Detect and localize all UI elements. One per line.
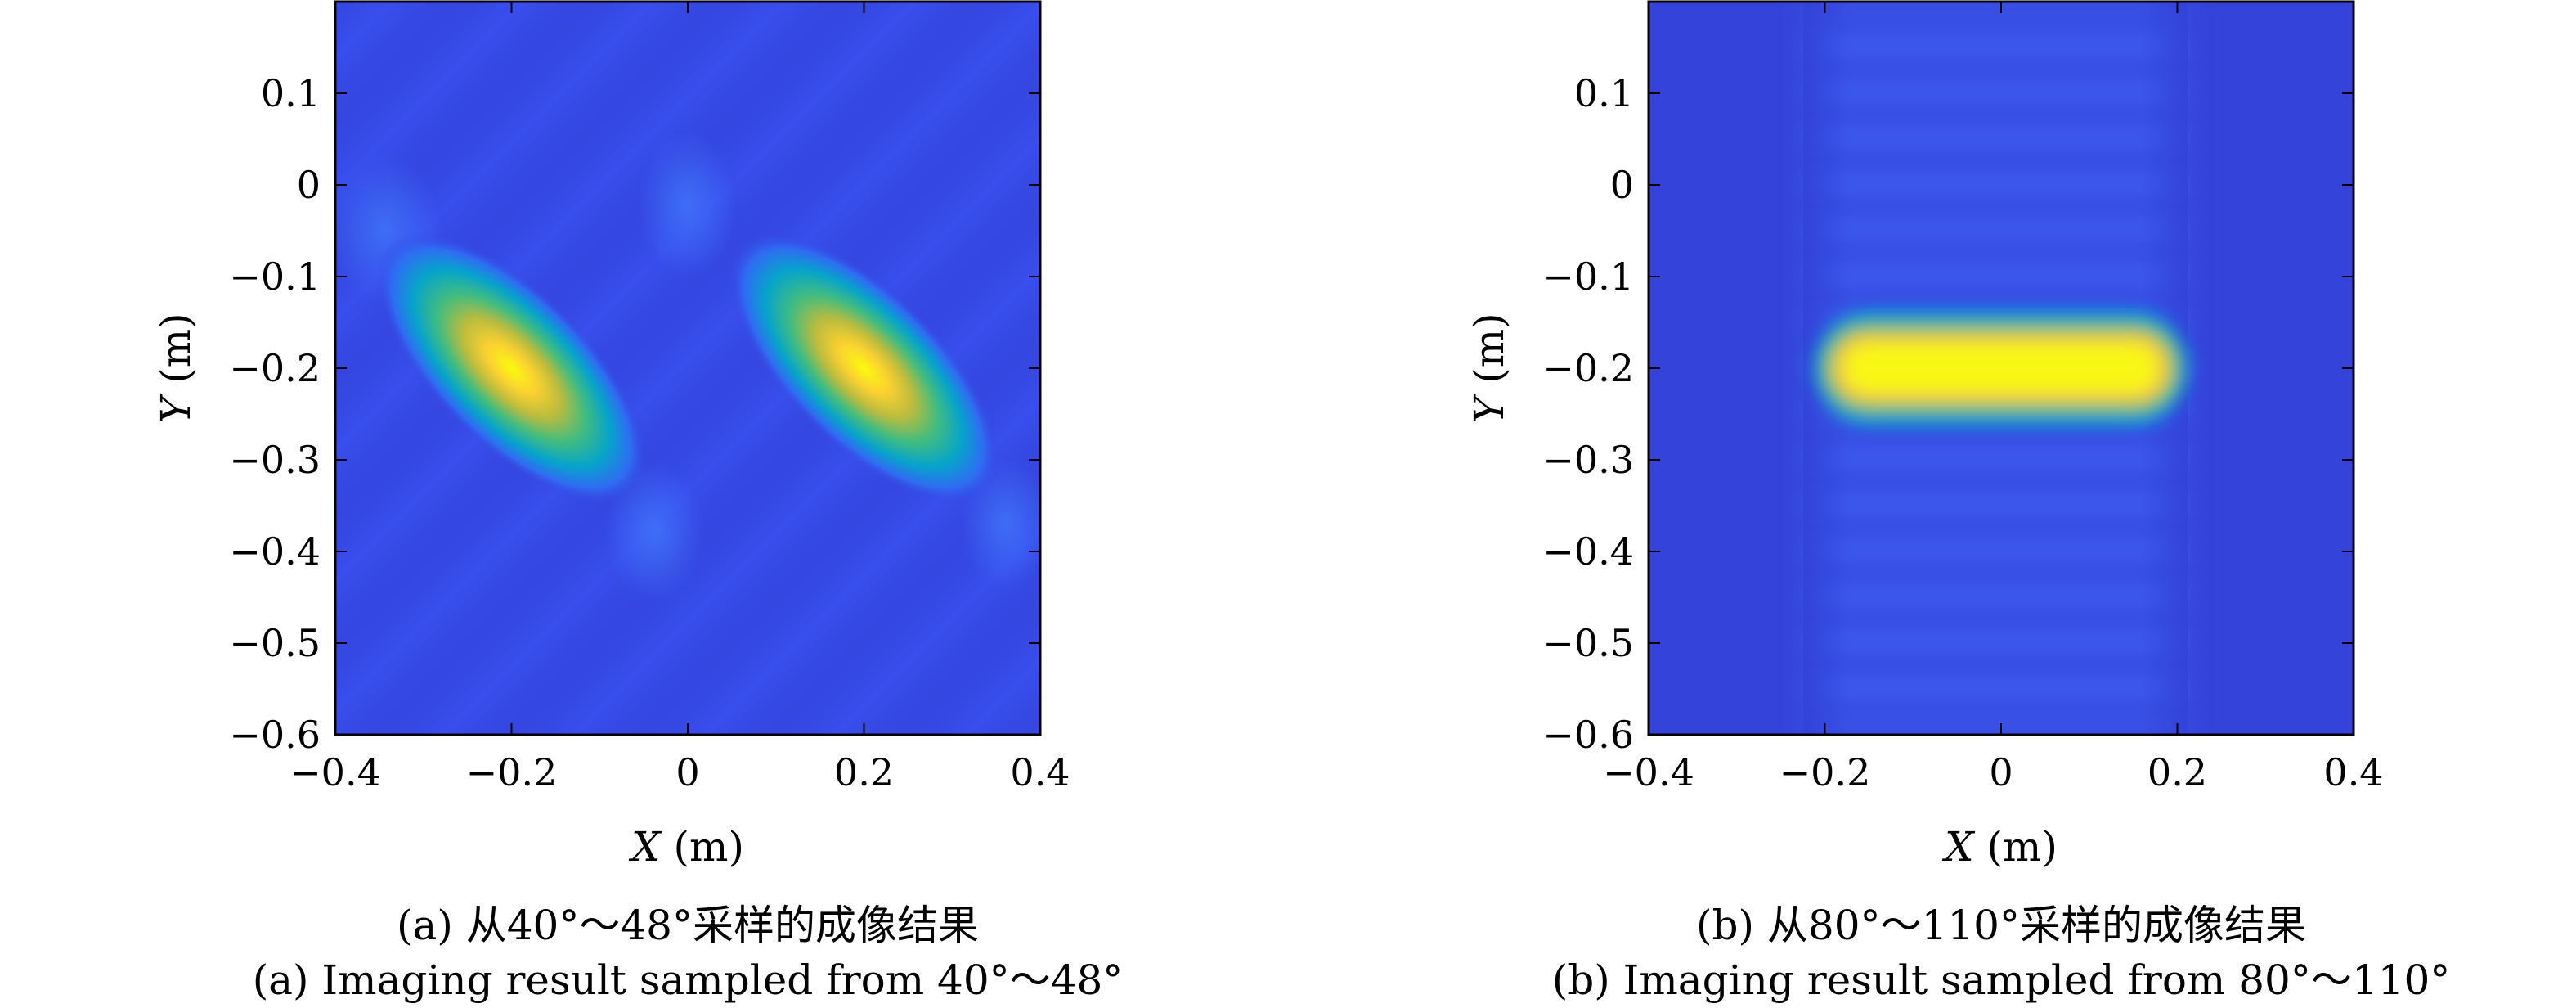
axes-a-xtick-label-0: −0.4 xyxy=(289,750,381,794)
axes-a-ytick-label-1: 0 xyxy=(297,163,321,207)
heatmap-b-target-0 xyxy=(1813,311,2189,425)
axes-b-xtick-label-3: 0.2 xyxy=(2147,750,2207,794)
axes-b-xtick-label-4: 0.4 xyxy=(2323,750,2383,794)
axes-b-ylabel: Y (m) xyxy=(1465,313,1513,423)
axes-a-xtick-label-3: 0.2 xyxy=(834,750,894,794)
axes-a-xlabel-var: X xyxy=(628,823,662,871)
axes-b-xlabel-unit: (m) xyxy=(1987,823,2058,871)
axes-b-ytick-label-5: −0.4 xyxy=(1542,529,1634,574)
heatmap-a-target-0 xyxy=(375,232,648,505)
axes-b-ylabel-unit: (m) xyxy=(1465,313,1513,383)
axes-a-ylabel-var: Y xyxy=(152,394,200,424)
axes-a-ytick-label-7: −0.6 xyxy=(229,713,321,757)
axes-a-ytick-label-0: 0.1 xyxy=(261,71,321,115)
heatmap-a-blob-2 xyxy=(638,131,736,278)
axes-b-xlabel-var: X xyxy=(1941,823,1976,871)
axes-a-ylabel-unit: (m) xyxy=(152,313,200,383)
axes-a-xtick-label-2: 0 xyxy=(675,750,699,794)
axes-b-ytick-label-6: −0.5 xyxy=(1542,621,1634,665)
heatmap-a-targets xyxy=(375,232,1000,505)
axes-a-ylabel: Y (m) xyxy=(152,313,200,423)
heatmap-b-target-0-peak xyxy=(1844,344,2158,393)
axes-a-xtick-label-1: −0.2 xyxy=(466,750,558,794)
axes-a-ytick-label-5: −0.4 xyxy=(229,529,321,574)
caption-a-en: (a) Imaging result sampled from 40°～48° xyxy=(253,956,1124,1004)
axes-b-ytick-label-2: −0.1 xyxy=(1542,254,1634,299)
axes-b-ylabel-var: Y xyxy=(1465,394,1513,424)
heatmap-a-target-1 xyxy=(728,232,1000,505)
axes-a-ytick-label-3: −0.2 xyxy=(229,346,321,390)
axes-b-ytick-label-7: −0.6 xyxy=(1542,713,1634,757)
axes-b-ytick-label-3: −0.2 xyxy=(1542,346,1634,390)
heatmap-b xyxy=(1649,2,2354,735)
axes-b-xtick-label-2: 0 xyxy=(1989,750,2013,794)
axes-b-ticks: −0.4 −0.2 0 0.2 0.4 0.1 0 −0.1 −0.2 −0.3 −0.4 −0.5 −… xyxy=(1542,2,2384,794)
panel-b: −0.4 −0.2 0 0.2 0.4 0.1 0 −0.1 −0.2 −0.3 −0.4 −0.5 −… xyxy=(1465,0,2451,1004)
caption-a-zh: (a) 从40°～48°采样的成像结果 xyxy=(397,902,979,949)
axes-b-xtick-label-1: −0.2 xyxy=(1779,750,1871,794)
axes-b-ytick-label-1: 0 xyxy=(1610,163,1634,207)
caption-b-en: (b) Imaging result sampled from 80°～110° xyxy=(1552,956,2451,1004)
panel-a: −0.4 −0.2 0 0.2 0.4 0.1 0 −0.1 −0.2 −0.3 −0.4 −0.5 −… xyxy=(152,0,1124,1004)
heatmap-b-targets xyxy=(1813,311,2189,425)
axes-b-ytick-label-4: −0.3 xyxy=(1542,438,1634,482)
axes-a-xlabel-unit: (m) xyxy=(674,823,744,871)
axes-b-xlabel: X (m) xyxy=(1941,823,2058,871)
axes-a-ytick-label-4: −0.3 xyxy=(229,438,321,482)
axes-a-ytick-label-6: −0.5 xyxy=(229,621,321,665)
axes-b-xtick-label-0: −0.4 xyxy=(1603,750,1694,794)
axes-a-ytick-label-2: −0.1 xyxy=(229,254,321,299)
axes-a-xtick-label-4: 0.4 xyxy=(1010,750,1070,794)
caption-b-zh: (b) 从80°～110°采样的成像结果 xyxy=(1696,902,2306,949)
axes-b-ytick-label-0: 0.1 xyxy=(1574,71,1634,115)
axes-a-ticks: −0.4 −0.2 0 0.2 0.4 0.1 0 −0.1 −0.2 −0.3 −0.4 −0.5 −… xyxy=(229,2,1070,794)
heatmap-a xyxy=(335,2,1040,735)
axes-a-xlabel: X (m) xyxy=(628,823,744,871)
